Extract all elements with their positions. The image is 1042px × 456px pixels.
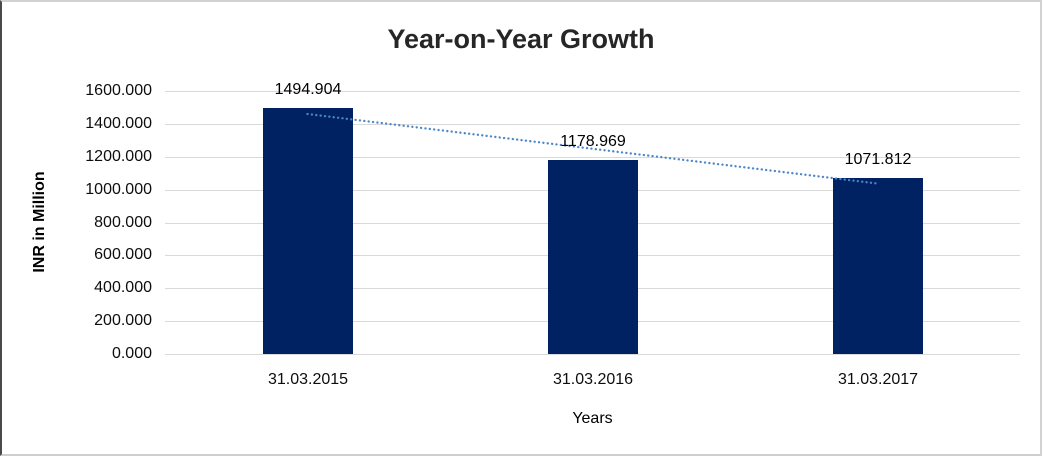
gridline [165, 91, 1020, 92]
bar-data-label: 1178.969 [560, 133, 626, 150]
y-axis-tick-label: 600.000 [94, 246, 152, 263]
y-axis-tick-label: 1600.000 [85, 82, 152, 99]
gridline [165, 354, 1020, 355]
y-axis-tick-label: 1000.000 [85, 181, 152, 198]
y-axis-tick-label: 0.000 [111, 345, 152, 362]
y-axis-tick-label: 800.000 [94, 214, 152, 231]
y-axis-tick-label: 1200.000 [85, 148, 152, 165]
bar [548, 160, 638, 354]
chart-title: Year-on-Year Growth [387, 24, 655, 54]
x-axis-tick-label: 31.03.2016 [552, 371, 634, 388]
y-axis-tick-label: 400.000 [94, 279, 152, 296]
bar-data-label: 1071.812 [844, 151, 912, 168]
bar [263, 108, 353, 354]
y-axis-tick-label: 1400.000 [85, 115, 152, 132]
bar-data-label: 1494.904 [274, 81, 342, 98]
x-axis-title: Years [572, 410, 613, 427]
x-axis-tick-label: 31.03.2015 [267, 371, 349, 388]
x-axis-tick-label: 31.03.2017 [837, 371, 919, 388]
y-axis-tick-label: 200.000 [94, 312, 152, 329]
bar [833, 178, 923, 354]
